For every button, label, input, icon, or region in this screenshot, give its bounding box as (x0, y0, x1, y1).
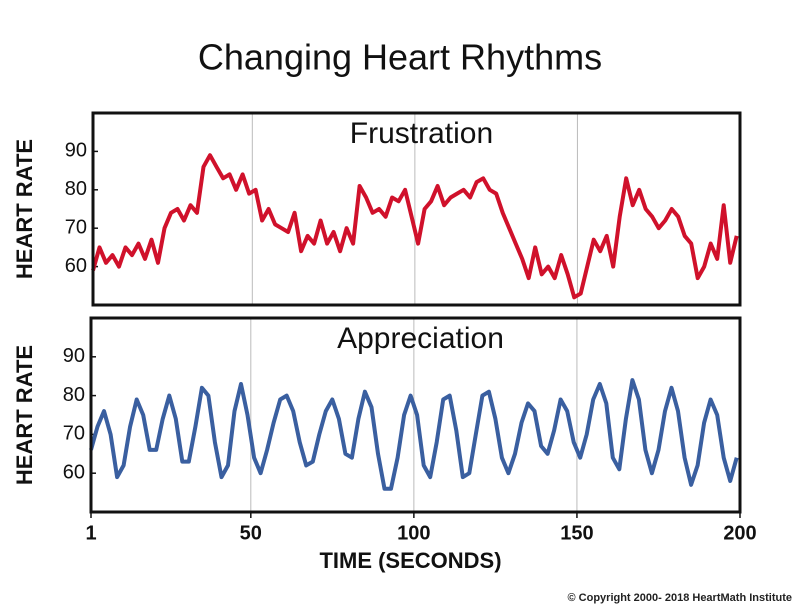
y-axis-label: HEART RATE (12, 139, 37, 279)
x-tick-label: 50 (240, 522, 262, 544)
page-title: Changing Heart Rhythms (198, 37, 602, 78)
plot-border (91, 111, 742, 307)
y-tick-label: 80 (65, 178, 87, 200)
y-tick-label: 60 (63, 461, 85, 483)
y-tick-label: 80 (63, 384, 85, 406)
x-tick-label: 1 (85, 522, 96, 544)
plot-border (89, 316, 742, 514)
x-tick-label: 150 (560, 522, 593, 544)
panel-title: Appreciation (337, 322, 504, 355)
data-line (91, 153, 739, 300)
y-tick-label: 90 (65, 140, 87, 162)
y-axis-label: HEART RATE (12, 345, 37, 485)
copyright: © Copyright 2000- 2018 HeartMath Institu… (568, 592, 793, 604)
y-tick-label: 70 (63, 423, 85, 445)
x-axis-label: TIME (SECONDS) (319, 548, 501, 573)
x-tick-label: 100 (397, 522, 430, 544)
data-line (89, 378, 739, 491)
plot-frame (93, 113, 740, 305)
x-tick-label: 200 (723, 522, 756, 544)
y-tick-label: 60 (65, 255, 87, 277)
panel-title: Frustration (350, 117, 493, 150)
y-tick-label: 90 (63, 345, 85, 367)
y-tick-label: 70 (65, 216, 87, 238)
